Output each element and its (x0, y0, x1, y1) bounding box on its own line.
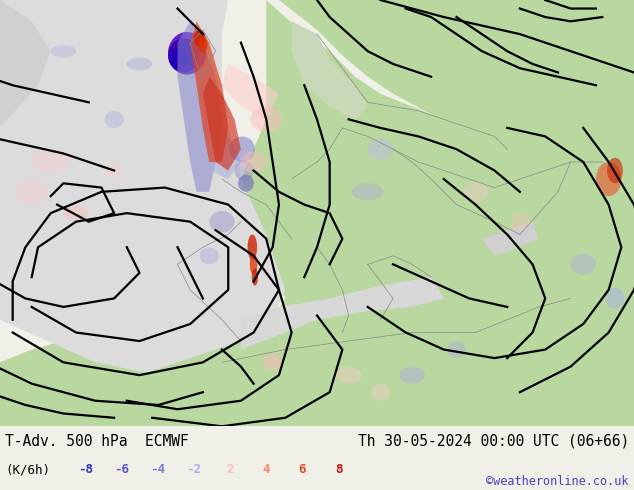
Polygon shape (203, 77, 241, 171)
Ellipse shape (371, 384, 390, 401)
Polygon shape (222, 64, 279, 120)
Ellipse shape (168, 32, 206, 74)
Polygon shape (0, 0, 51, 128)
Ellipse shape (607, 158, 623, 183)
Ellipse shape (230, 136, 255, 162)
Polygon shape (0, 0, 634, 426)
Ellipse shape (169, 48, 188, 70)
Ellipse shape (247, 234, 257, 260)
Text: -4: -4 (150, 463, 165, 476)
Text: 2: 2 (226, 463, 234, 476)
Ellipse shape (200, 247, 219, 264)
Text: (K/6h): (K/6h) (5, 463, 50, 476)
Ellipse shape (571, 254, 596, 275)
Polygon shape (0, 0, 95, 333)
Polygon shape (292, 21, 368, 120)
Polygon shape (178, 21, 222, 192)
Ellipse shape (510, 213, 529, 230)
Polygon shape (190, 21, 228, 162)
Text: 8: 8 (335, 463, 342, 476)
Ellipse shape (447, 341, 466, 358)
Text: -8: -8 (78, 463, 93, 476)
Text: Th 30-05-2024 00:00 UTC (06+66): Th 30-05-2024 00:00 UTC (06+66) (358, 434, 629, 449)
Ellipse shape (194, 30, 205, 47)
Ellipse shape (51, 45, 76, 57)
Ellipse shape (250, 107, 282, 132)
Ellipse shape (209, 211, 235, 232)
Ellipse shape (105, 111, 124, 128)
Ellipse shape (368, 139, 393, 160)
Polygon shape (0, 333, 634, 426)
Ellipse shape (198, 37, 207, 52)
Ellipse shape (352, 183, 384, 200)
Ellipse shape (252, 269, 258, 286)
Ellipse shape (168, 38, 200, 73)
Ellipse shape (250, 254, 257, 275)
Ellipse shape (63, 205, 89, 221)
Ellipse shape (238, 175, 254, 192)
Ellipse shape (463, 181, 488, 202)
Ellipse shape (605, 288, 624, 309)
Text: T-Adv. 500 hPa  ECMWF: T-Adv. 500 hPa ECMWF (5, 434, 189, 449)
Polygon shape (482, 221, 539, 256)
Text: -6: -6 (114, 463, 129, 476)
Polygon shape (241, 277, 444, 349)
Ellipse shape (235, 160, 254, 181)
Ellipse shape (127, 57, 152, 71)
Ellipse shape (263, 354, 282, 371)
Ellipse shape (399, 367, 425, 384)
Text: -2: -2 (186, 463, 202, 476)
Text: ©weatheronline.co.uk: ©weatheronline.co.uk (486, 475, 629, 489)
Ellipse shape (336, 367, 361, 384)
Text: 4: 4 (262, 463, 270, 476)
Polygon shape (0, 0, 285, 375)
Ellipse shape (16, 179, 48, 205)
Ellipse shape (241, 151, 266, 172)
Ellipse shape (105, 162, 124, 179)
Text: 6: 6 (299, 463, 306, 476)
Ellipse shape (32, 151, 70, 172)
Polygon shape (203, 107, 241, 179)
Ellipse shape (596, 162, 621, 196)
Polygon shape (279, 0, 634, 179)
